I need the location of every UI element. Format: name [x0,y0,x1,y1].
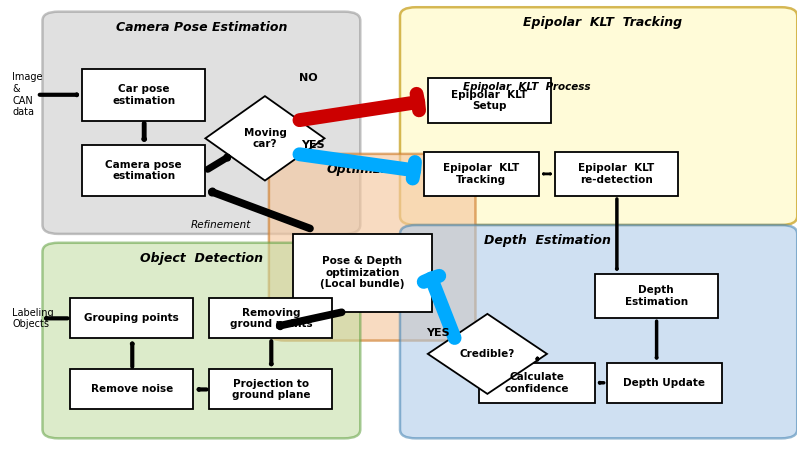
FancyBboxPatch shape [70,298,194,338]
FancyBboxPatch shape [424,152,539,196]
FancyBboxPatch shape [210,298,333,338]
Text: Calculate
confidence: Calculate confidence [505,372,570,394]
Text: Epipolar  KLT  Tracking: Epipolar KLT Tracking [523,16,682,29]
FancyBboxPatch shape [82,145,206,196]
Text: Removing
ground points: Removing ground points [230,307,312,329]
FancyBboxPatch shape [269,154,475,341]
FancyBboxPatch shape [82,69,206,121]
FancyBboxPatch shape [400,7,798,225]
FancyBboxPatch shape [400,225,798,438]
FancyBboxPatch shape [293,234,432,312]
Text: Image
&
CAN
data: Image & CAN data [12,72,43,117]
Polygon shape [428,314,547,394]
FancyBboxPatch shape [606,363,722,403]
Text: Depth
Estimation: Depth Estimation [625,285,688,307]
FancyBboxPatch shape [70,369,194,410]
Text: Pose & Depth
optimization
(Local bundle): Pose & Depth optimization (Local bundle) [320,256,405,289]
Polygon shape [206,96,325,180]
Text: Moving
car?: Moving car? [243,127,286,149]
Text: YES: YES [426,328,450,338]
Text: Optimization: Optimization [327,163,418,176]
Text: Depth Update: Depth Update [623,378,705,388]
Text: Epipolar  KLT
Tracking: Epipolar KLT Tracking [443,163,519,184]
Text: Projection to
ground plane: Projection to ground plane [232,378,310,400]
FancyBboxPatch shape [42,12,360,234]
Text: Epipolar  KLT
re-detection: Epipolar KLT re-detection [578,163,654,184]
Text: Labeling
Objects: Labeling Objects [12,307,54,329]
Text: Depth  Estimation: Depth Estimation [483,234,610,247]
Text: Camera Pose Estimation: Camera Pose Estimation [116,21,287,34]
FancyBboxPatch shape [479,363,594,403]
Text: Remove noise: Remove noise [90,384,173,395]
FancyBboxPatch shape [210,369,333,410]
Text: Object  Detection: Object Detection [140,252,263,265]
Text: Grouping points: Grouping points [85,313,179,324]
FancyBboxPatch shape [555,152,678,196]
Text: YES: YES [301,140,325,150]
Text: NO: NO [299,73,318,83]
Text: Credible?: Credible? [460,349,515,359]
FancyBboxPatch shape [428,78,551,123]
Text: Car pose
estimation: Car pose estimation [112,84,175,106]
Text: Epipolar  KLT  Process: Epipolar KLT Process [463,82,591,92]
Text: Epipolar  KLT
Setup: Epipolar KLT Setup [451,90,527,111]
Text: Camera pose
estimation: Camera pose estimation [106,160,182,181]
FancyBboxPatch shape [42,243,360,438]
Text: Refinement: Refinement [191,220,251,230]
FancyBboxPatch shape [594,274,718,318]
